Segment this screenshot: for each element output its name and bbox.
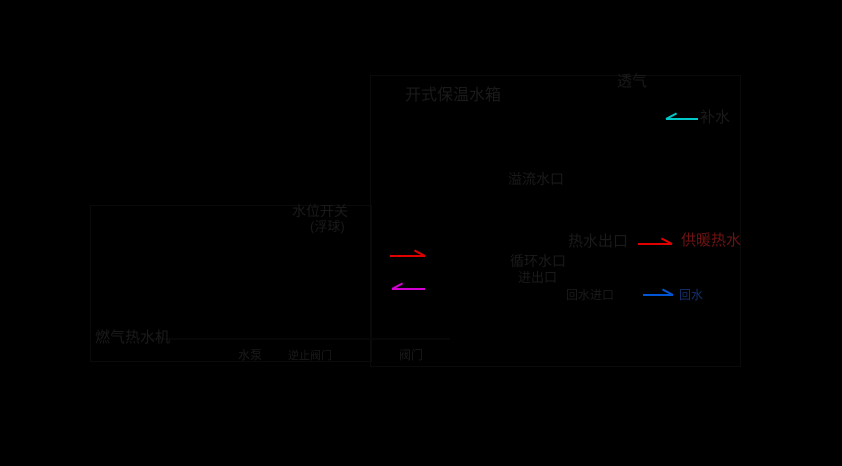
open-insulated-tank-outline (370, 75, 741, 367)
circulation-port-label-line2: 进出口 (518, 270, 558, 285)
hot-water-outlet-label: 热水出口 (568, 233, 629, 250)
overflow-port-label: 溢流水口 (508, 171, 564, 187)
heating-return-label: 回水 (679, 288, 704, 302)
circulation-supply-arrow (390, 249, 426, 257)
heating-supply-label: 供暖热水 (681, 232, 742, 249)
circulation-return-arrow (391, 282, 425, 290)
makeup-water-arrow (665, 112, 698, 120)
tank-title: 开式保温水箱 (405, 87, 502, 104)
arrow-shaft (390, 255, 425, 257)
bottom-circulation-pipe (150, 338, 450, 340)
circulation-port-label-line1: 循环水口 (510, 253, 566, 269)
heating-supply-arrow (638, 237, 673, 245)
return-water-inlet-label: 回水进口 (566, 288, 615, 302)
gas-water-heater-outline (90, 205, 372, 362)
vent-label: 透气 (617, 73, 648, 90)
valve-label: 阀门 (399, 348, 424, 362)
arrow-shaft (666, 118, 698, 120)
heater-title: 燃气热水机 (95, 329, 171, 346)
check-valve-label: 逆止阀门 (288, 350, 332, 362)
arrow-shaft (643, 294, 673, 296)
water-level-switch-label: 水位开关 (292, 203, 348, 219)
arrow-shaft (392, 288, 425, 290)
arrow-shaft (638, 243, 672, 245)
makeup-water-label: 补水 (700, 109, 731, 126)
float-ball-note: (浮球) (310, 219, 345, 234)
heating-return-arrow (643, 288, 674, 296)
pump-label: 水泵 (238, 348, 263, 362)
